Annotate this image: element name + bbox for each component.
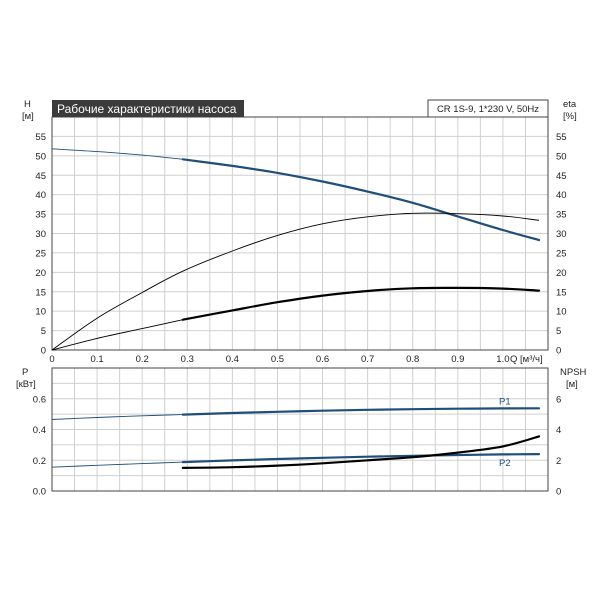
series-label-p1: P1: [499, 396, 511, 407]
y-tick-label-right: 30: [556, 229, 567, 240]
y-tick-label-left: 50: [35, 151, 46, 162]
y-tick-label-left: 20: [35, 268, 46, 279]
efficiency-curve-thin: [51, 212, 540, 351]
bottom-plot-frame: [51, 367, 549, 492]
y-tick-label-left: 45: [35, 171, 46, 182]
y-tick-label-right: 20: [556, 268, 567, 279]
x-tick-label: 1.0: [496, 354, 509, 365]
y-tick-label-right: 15: [556, 287, 567, 298]
y-tick-label-left: 30: [35, 229, 46, 240]
y-axis-unit-npsh: [м]: [566, 379, 578, 390]
x-tick-label: 0.5: [271, 354, 284, 365]
x-tick-label: 0.7: [361, 354, 374, 365]
power-tick-label: 0.6: [33, 394, 46, 405]
curves: [51, 148, 541, 469]
series-labels: P1 P2: [499, 396, 511, 469]
y-axis-unit-power: [кВт]: [16, 379, 36, 390]
x-tick-label: 0.2: [136, 354, 149, 365]
y-tick-label-right: 45: [556, 171, 567, 182]
y-tick-label-right: 10: [556, 307, 567, 318]
y-tick-label-left: 35: [35, 210, 46, 221]
npsh-curve: [181, 435, 541, 469]
p1-curve-thin: [51, 414, 183, 420]
chart-title-box: [52, 100, 244, 117]
y-axis-label-head: H: [24, 99, 31, 110]
y-axis-unit-head: [м]: [22, 111, 34, 122]
pump-info-text: CR 1S-9, 1*230 V, 50Hz: [437, 104, 539, 115]
y-tick-label-left: 55: [35, 132, 46, 143]
x-tick-label: 0: [49, 354, 54, 365]
x-tick-label: 0.1: [90, 354, 103, 365]
power-tick-label: 0.0: [33, 487, 46, 498]
power-tick-label: 0.2: [33, 456, 46, 467]
chart-title: Рабочие характеристики насоса: [57, 102, 237, 116]
npsh-tick-label: 2: [556, 456, 561, 467]
y-axis-unit-eta: [%]: [563, 111, 577, 122]
y-tick-label-left: 0: [41, 346, 46, 357]
y-axis-label-npsh: NPSH: [560, 367, 587, 378]
efficiency-lower-curve-thin: [51, 319, 183, 351]
tick-labels: 0 0.1 0.2 0.3 0.4 0.5 0.6 0.7 0.8 0.9 1.00 05 510 101…: [33, 132, 567, 498]
y-tick-label-left: 25: [35, 248, 46, 259]
head-curve: [181, 158, 541, 242]
y-tick-label-right: 25: [556, 248, 567, 259]
y-tick-label-left: 10: [35, 307, 46, 318]
power-tick-label: 0.4: [33, 425, 46, 436]
y-tick-label-right: 5: [556, 326, 561, 337]
npsh-tick-label: 4: [556, 425, 561, 436]
npsh-tick-label: 6: [556, 394, 561, 405]
top-plot-frame: [51, 116, 549, 351]
x-tick-label: 0.6: [316, 354, 329, 365]
bottom-plot-grid: [52, 367, 548, 491]
y-tick-label-right: 0: [556, 346, 561, 357]
head-curve-thin: [51, 148, 183, 160]
y-tick-label-left: 40: [35, 190, 46, 201]
y-tick-label-right: 35: [556, 210, 567, 221]
x-tick-label: 0.4: [226, 354, 239, 365]
npsh-tick-label: 0: [556, 487, 561, 498]
p1-curve: [181, 407, 541, 416]
y-tick-label-right: 55: [556, 132, 567, 143]
x-tick-label: 0.3: [181, 354, 194, 365]
y-axis-label-eta: eta: [563, 99, 577, 110]
p2-curve: [181, 453, 541, 464]
efficiency-lower-curve: [181, 286, 541, 321]
y-tick-label-left: 15: [35, 287, 46, 298]
y-tick-label-left: 5: [41, 326, 46, 337]
top-plot-grid: [52, 117, 548, 350]
series-label-p2: P2: [499, 458, 511, 469]
y-tick-label-right: 50: [556, 151, 567, 162]
x-tick-label: 0.8: [406, 354, 419, 365]
y-tick-label-right: 40: [556, 190, 567, 201]
x-axis-label-flow: Q [м³/ч]: [510, 354, 543, 365]
p2-curve-thin: [51, 461, 183, 468]
x-tick-label: 0.9: [451, 354, 464, 365]
pump-info-box: [427, 99, 549, 118]
y-axis-label-power: P: [22, 367, 28, 378]
